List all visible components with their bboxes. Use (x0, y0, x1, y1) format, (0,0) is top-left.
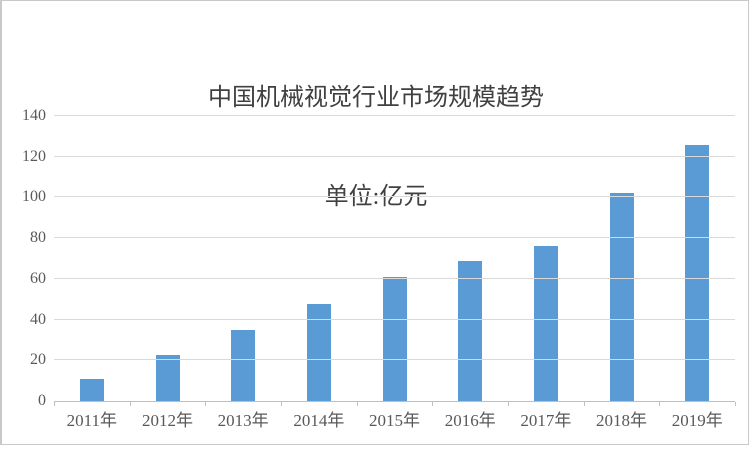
x-axis-tick (432, 402, 434, 406)
x-axis-label-2017年: 2017年 (520, 411, 572, 430)
x-axis-tick (281, 402, 282, 406)
x-axis-label-2016年: 2016年 (444, 411, 496, 430)
y-axis-tick-label-40: 40 (30, 310, 46, 328)
y-axis-tick-label-140: 140 (22, 107, 46, 124)
x-axis-tick (129, 402, 131, 406)
bar-series (54, 116, 735, 401)
bar-2013年 (231, 329, 256, 401)
bar-slot-2019年 (659, 116, 735, 401)
x-axis-tick (356, 402, 358, 406)
bar-2015年 (382, 276, 407, 401)
plot-area (54, 115, 736, 406)
x-axis-tick (659, 402, 661, 406)
bar-2019年 (685, 144, 710, 401)
bar-slot-2011年 (54, 116, 130, 401)
y-axis-tick-label-80: 80 (30, 229, 46, 247)
bar-2014年 (306, 304, 331, 401)
gridline-140 (54, 115, 735, 116)
x-axis-label-2013年: 2013年 (217, 411, 269, 430)
bar-2018年 (609, 193, 634, 401)
x-axis-tick (54, 402, 55, 406)
gridline-80 (54, 237, 735, 239)
x-axis-labels: 2011年 2012年 2013年 2014年 2015年 2016年 2017年 2018年… (54, 411, 735, 431)
x-axis-tick (205, 402, 207, 406)
y-axis-tick-label-120: 120 (22, 147, 46, 165)
bar-slot-2015年 (357, 116, 433, 401)
bar-slot-2016年 (432, 116, 508, 401)
bar-slot-2012年 (130, 116, 206, 401)
x-axis-label-2012年: 2012年 (142, 411, 193, 430)
y-axis-labels: 0 20 40 60 80 100 120 140 (0, 108, 46, 409)
bar-2017年 (533, 246, 558, 401)
y-axis-tick-label-20: 20 (30, 351, 46, 369)
bar-slot-2018年 (584, 116, 660, 401)
bar-2012年 (155, 355, 180, 401)
gridline-40 (54, 318, 735, 320)
chart-title: 中国机械视觉行业市场规模趋势 (208, 85, 544, 111)
x-axis-label-2019年: 2019年 (671, 411, 723, 430)
y-axis-tick-label-100: 100 (22, 188, 46, 206)
x-axis-line (54, 401, 735, 402)
x-axis-tick (508, 402, 509, 406)
gridline-120 (54, 155, 735, 157)
x-axis-label-2018年: 2018年 (596, 411, 648, 430)
y-axis-tick-label-60: 60 (30, 269, 46, 287)
bar-slot-2013年 (205, 116, 281, 401)
y-axis-tick-label-0: 0 (38, 392, 46, 409)
bar-slot-2014年 (281, 116, 357, 401)
x-axis-label-2015年: 2015年 (369, 411, 421, 430)
x-axis-label-2014年: 2014年 (293, 411, 345, 430)
x-axis-tick (583, 402, 585, 406)
gridline-20 (54, 359, 735, 361)
gridline-60 (54, 277, 735, 279)
bar-2016年 (458, 260, 483, 401)
bar-2011年 (79, 378, 104, 401)
bar-slot-2017年 (508, 116, 584, 401)
x-axis-label-2011年: 2011年 (66, 411, 118, 430)
x-axis-tick (735, 402, 736, 406)
gridline-100 (54, 196, 735, 198)
